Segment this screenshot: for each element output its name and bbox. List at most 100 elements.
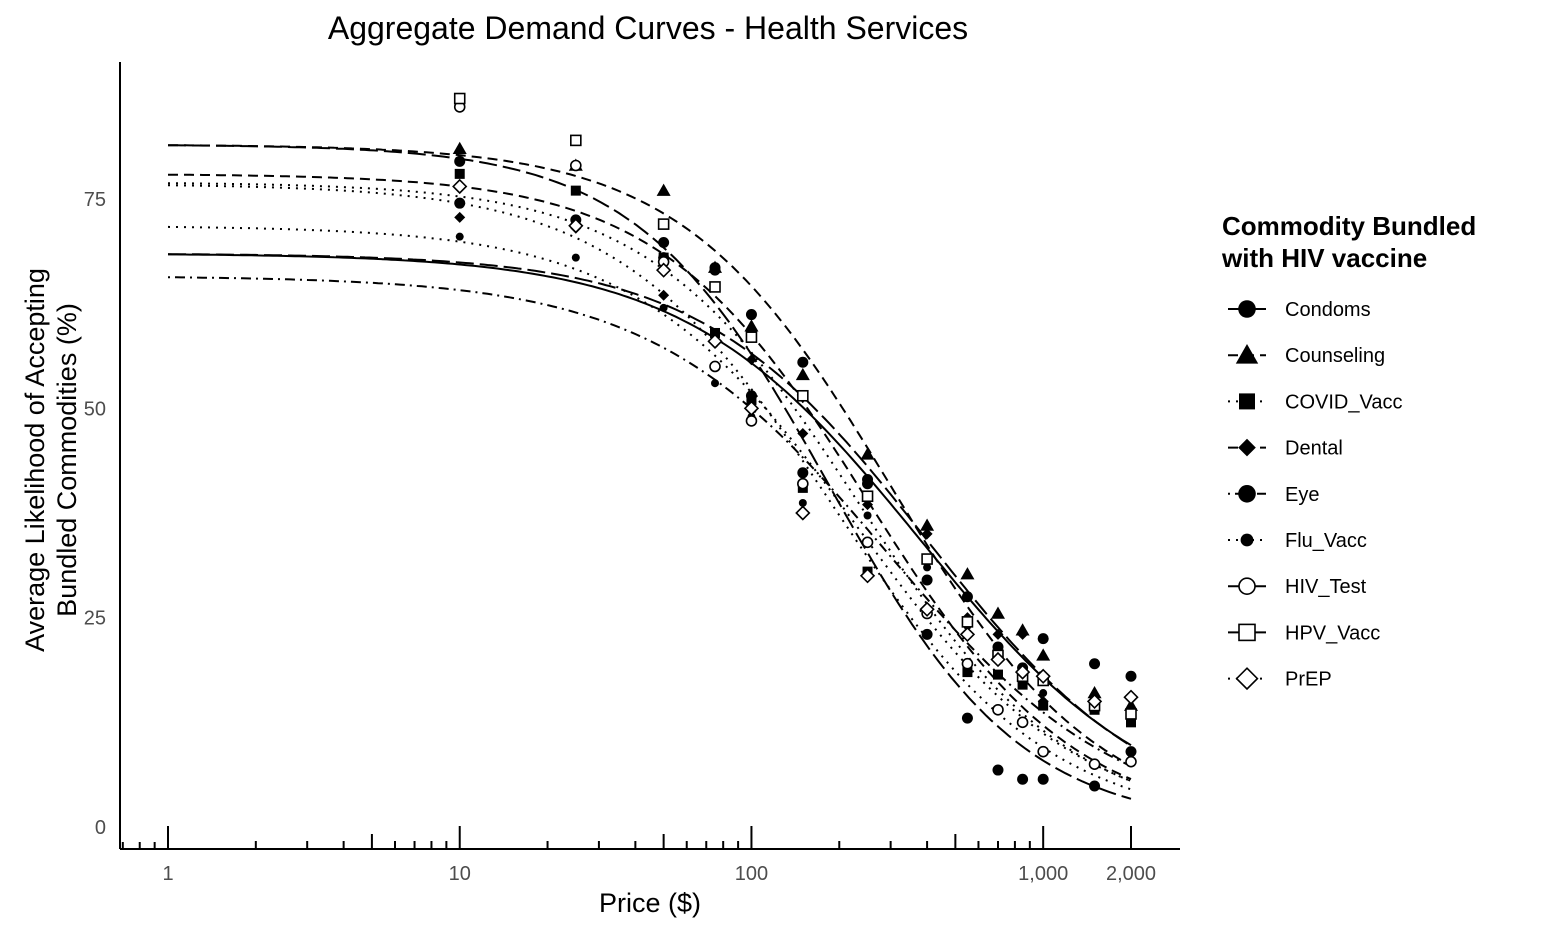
point-prep — [707, 333, 723, 349]
point-eye — [862, 478, 874, 490]
chart-title: Aggregate Demand Curves - Health Service… — [328, 10, 968, 46]
point-covid_vacc — [710, 327, 721, 338]
y-axis-title-line-1: Average Likelihood of Accepting — [20, 268, 50, 652]
legend-label-hiv_test: HIV_Test — [1285, 576, 1367, 598]
point-prep — [1035, 668, 1051, 684]
point-hpv_vacc — [1125, 708, 1137, 720]
point-dental — [992, 628, 1004, 640]
x-axis-ticks: 1 10 100 1,000 2,000 — [121, 826, 1156, 885]
fit-curve-dental — [168, 173, 1132, 781]
point-hpv_vacc — [570, 134, 582, 147]
point-condoms — [658, 237, 670, 249]
x-tick-label: 1,000 — [1018, 863, 1068, 885]
point-hiv_test — [570, 159, 582, 172]
fit-curve-hpv_vacc — [167, 253, 1132, 747]
point-counseling — [960, 567, 975, 580]
point-condoms — [1089, 780, 1101, 792]
point-prep — [990, 651, 1006, 668]
point-dental — [454, 211, 466, 223]
point-eye — [454, 155, 466, 167]
point-counseling — [920, 518, 935, 531]
point-dental — [1017, 628, 1029, 640]
point-hpv_vacc — [709, 281, 721, 293]
fit-curve-covid_vacc — [167, 184, 1132, 791]
y-tick-label: 0 — [95, 817, 106, 839]
fit-curve-hiv_test — [168, 253, 1132, 747]
data-points — [452, 92, 1139, 792]
point-prep — [452, 178, 468, 195]
point-covid_vacc — [962, 667, 973, 678]
x-axis-title: Price ($) — [599, 888, 701, 918]
point-condoms — [454, 197, 466, 209]
point-condoms — [921, 628, 933, 640]
legend-key-dental — [1238, 438, 1256, 457]
point-covid_vacc — [570, 185, 581, 196]
point-counseling — [1036, 648, 1051, 661]
y-tick-label: 50 — [84, 398, 106, 420]
legend-label-condoms: Condoms — [1285, 299, 1371, 321]
fit-curve-counseling — [168, 144, 1132, 767]
point-condoms — [797, 356, 809, 368]
point-flu_vacc — [1039, 689, 1048, 698]
legend-label-prep: PrEP — [1285, 669, 1332, 691]
point-hpv_vacc — [961, 616, 974, 628]
point-eye — [1125, 670, 1137, 682]
legend-label-covid_vacc: COVID_Vacc — [1285, 391, 1402, 413]
legend-key-eye — [1238, 485, 1256, 503]
point-prep — [568, 218, 584, 234]
point-prep — [1123, 689, 1139, 705]
point-condoms — [1125, 746, 1137, 758]
point-counseling — [795, 367, 810, 381]
legend-label-counseling: Counseling — [1285, 345, 1385, 367]
point-condoms — [1017, 773, 1029, 785]
fit-curves — [167, 144, 1132, 800]
y-axis-title: Average Likelihood of Accepting Bundled … — [20, 268, 82, 652]
y-axis-title-line-2: Bundled Commodities (%) — [52, 303, 82, 617]
point-eye — [745, 390, 757, 402]
point-covid_vacc — [1017, 679, 1028, 690]
point-hpv_vacc — [921, 553, 933, 565]
legend-label-eye: Eye — [1285, 484, 1319, 506]
x-tick-label: 1 — [162, 863, 173, 885]
point-flu_vacc — [923, 563, 932, 572]
legend-title-line-2: with HIV vaccine — [1221, 243, 1427, 273]
fit-curve-flu_vacc — [167, 225, 1132, 782]
point-flu_vacc — [798, 498, 807, 507]
legend-label-flu_vacc: Flu_Vacc — [1285, 530, 1367, 552]
fit-curve-condoms — [168, 144, 1132, 800]
fit-curve-prep — [168, 182, 1132, 783]
point-hpv_vacc — [861, 490, 874, 503]
point-condoms — [961, 712, 973, 724]
legend-label-dental: Dental — [1285, 438, 1343, 460]
point-hpv_vacc — [453, 92, 466, 105]
point-prep — [919, 601, 935, 617]
point-hiv_test — [1037, 745, 1049, 758]
legend-key-hpv_vacc — [1238, 623, 1256, 642]
x-tick-label: 10 — [449, 863, 471, 885]
point-prep — [1014, 664, 1031, 680]
point-hiv_test — [861, 536, 874, 549]
point-prep — [859, 568, 876, 584]
point-counseling — [990, 606, 1005, 619]
point-eye — [709, 264, 721, 276]
legend-key-condoms — [1238, 300, 1256, 318]
point-condoms — [1037, 773, 1049, 785]
point-hpv_vacc — [657, 218, 670, 230]
point-counseling — [860, 447, 875, 460]
point-counseling — [744, 319, 759, 332]
point-covid_vacc — [992, 669, 1003, 680]
point-dental — [797, 427, 809, 439]
point-counseling — [452, 141, 467, 155]
point-eye — [797, 467, 809, 479]
legend-key-flu_vacc — [1240, 533, 1254, 547]
point-eye — [921, 574, 933, 586]
point-prep — [743, 400, 760, 416]
legend-key-prep — [1235, 667, 1259, 691]
point-hiv_test — [1125, 755, 1137, 768]
point-flu_vacc — [659, 303, 668, 312]
point-dental — [745, 354, 757, 366]
point-hiv_test — [709, 360, 721, 373]
legend-key-counseling — [1235, 344, 1259, 364]
legend-items: Condoms Counseling COVID_Vacc Dental Eye Flu_… — [1228, 299, 1402, 691]
